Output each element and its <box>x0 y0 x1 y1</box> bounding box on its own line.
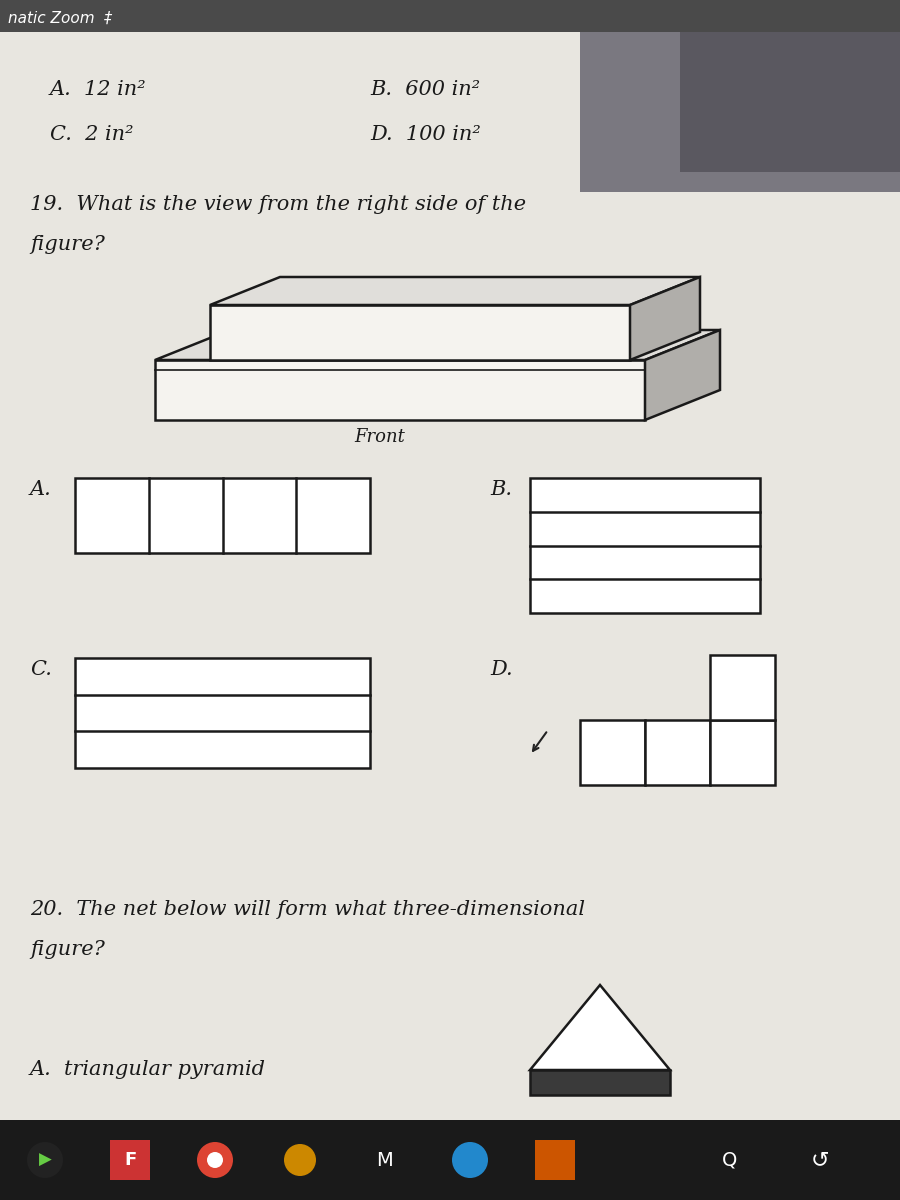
Polygon shape <box>210 277 700 305</box>
Text: ▶: ▶ <box>39 1151 51 1169</box>
Bar <box>580 32 900 192</box>
Bar <box>0 0 900 32</box>
FancyBboxPatch shape <box>645 720 710 785</box>
Text: D.: D. <box>490 660 513 679</box>
Text: C.  2 in²: C. 2 in² <box>50 125 133 144</box>
Polygon shape <box>210 305 630 360</box>
Polygon shape <box>155 360 645 420</box>
Bar <box>0 1120 900 1200</box>
Text: figure?: figure? <box>30 235 105 254</box>
Circle shape <box>27 1142 63 1178</box>
Text: B.: B. <box>490 480 512 499</box>
Circle shape <box>284 1144 316 1176</box>
Text: 20.  The net below will form what three-dimensional: 20. The net below will form what three-d… <box>30 900 585 919</box>
Polygon shape <box>630 277 700 360</box>
Polygon shape <box>155 330 720 360</box>
Text: 19.  What is the view from the right side of the: 19. What is the view from the right side… <box>30 194 526 214</box>
Text: Front: Front <box>355 428 405 446</box>
Bar <box>680 32 900 172</box>
Circle shape <box>207 1152 223 1168</box>
Polygon shape <box>530 985 670 1070</box>
Text: Q: Q <box>723 1151 738 1170</box>
Text: F: F <box>124 1151 136 1169</box>
Text: natic Zoom  ‡: natic Zoom ‡ <box>8 11 112 25</box>
Text: A.  triangular pyramid: A. triangular pyramid <box>30 1060 266 1079</box>
FancyBboxPatch shape <box>580 720 645 785</box>
FancyBboxPatch shape <box>75 478 370 553</box>
Text: B.  600 in²: B. 600 in² <box>370 80 480 98</box>
Text: figure?: figure? <box>30 940 105 959</box>
Text: A.  12 in²: A. 12 in² <box>50 80 147 98</box>
Text: C.: C. <box>30 660 52 679</box>
Text: A.: A. <box>30 480 52 499</box>
Polygon shape <box>645 330 720 420</box>
FancyBboxPatch shape <box>75 658 370 768</box>
Text: M: M <box>376 1151 393 1170</box>
Circle shape <box>197 1142 233 1178</box>
Text: D.  100 in²: D. 100 in² <box>370 125 481 144</box>
FancyBboxPatch shape <box>110 1140 150 1180</box>
FancyBboxPatch shape <box>710 720 775 785</box>
FancyBboxPatch shape <box>710 655 775 720</box>
FancyBboxPatch shape <box>530 478 760 613</box>
FancyBboxPatch shape <box>530 1070 670 1094</box>
Text: ↺: ↺ <box>811 1150 829 1170</box>
Circle shape <box>452 1142 488 1178</box>
FancyBboxPatch shape <box>535 1140 575 1180</box>
